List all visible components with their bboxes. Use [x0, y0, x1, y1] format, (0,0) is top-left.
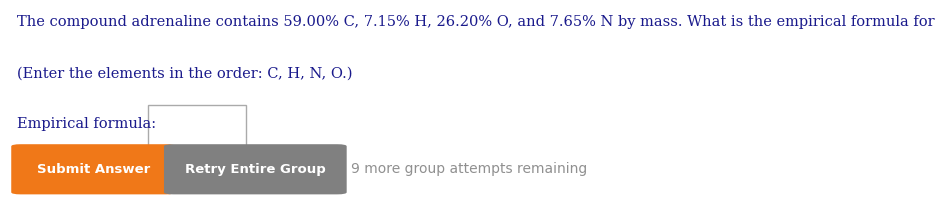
Text: 9 more group attempts remaining: 9 more group attempts remaining	[351, 162, 587, 176]
Text: (Enter the elements in the order: C, H, N, O.): (Enter the elements in the order: C, H, …	[17, 67, 352, 81]
Text: The compound adrenaline contains 59.00% C, 7.15% H, 26.20% O, and 7.65% N by mas: The compound adrenaline contains 59.00% …	[17, 15, 936, 29]
FancyBboxPatch shape	[11, 144, 175, 194]
FancyBboxPatch shape	[164, 144, 346, 194]
Text: Submit Answer: Submit Answer	[37, 163, 150, 176]
FancyBboxPatch shape	[148, 104, 246, 150]
Text: Retry Entire Group: Retry Entire Group	[184, 163, 326, 176]
Text: Empirical formula:: Empirical formula:	[17, 117, 155, 131]
